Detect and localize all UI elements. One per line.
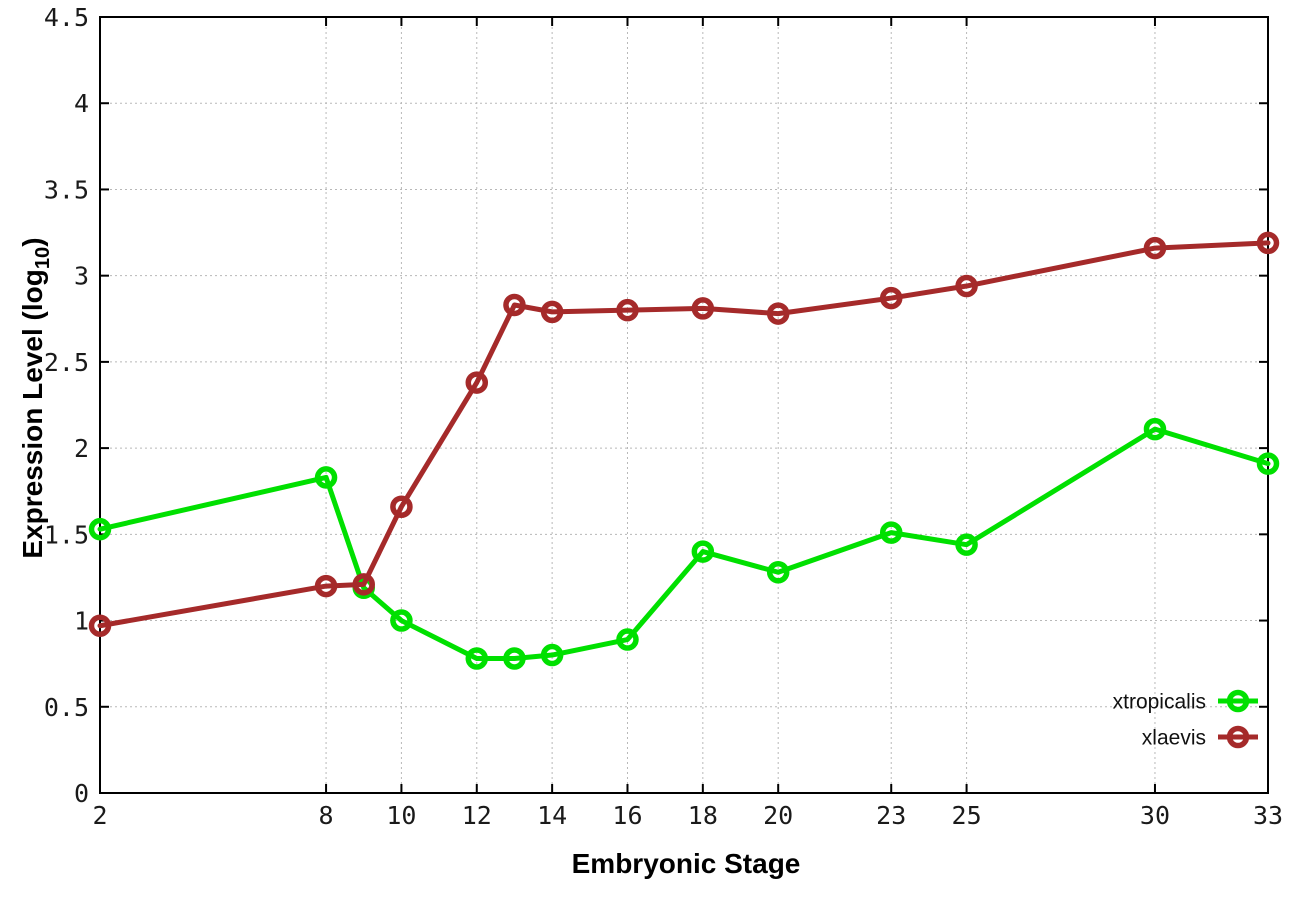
- series-marker-xlaevis: [766, 302, 790, 325]
- x-tick-label: 8: [319, 801, 334, 830]
- series-marker-xtropicalis: [88, 517, 112, 541]
- y-tick-label: 3.5: [44, 175, 89, 204]
- series-marker-xlaevis: [88, 614, 112, 637]
- series-marker-xtropicalis: [314, 466, 338, 489]
- series-line-xlaevis: [97, 240, 1271, 629]
- series-marker-xlaevis: [691, 297, 715, 320]
- y-axis-title-suffix: ): [17, 237, 49, 247]
- y-tick-label: 1: [74, 607, 89, 636]
- series-marker-xlaevis: [390, 495, 413, 518]
- y-tick-label: 3: [74, 262, 89, 291]
- x-tick-label: 25: [952, 801, 982, 830]
- series-marker-xtropicalis: [1256, 452, 1280, 475]
- x-tick-label: 30: [1140, 801, 1170, 830]
- series-marker-xlaevis: [465, 371, 489, 394]
- series-marker-xtropicalis: [1143, 417, 1167, 441]
- series-marker-xtropicalis: [955, 533, 978, 556]
- x-tick-label: 2: [92, 801, 107, 830]
- series-marker-xtropicalis: [390, 609, 413, 632]
- series-marker-xtropicalis: [616, 628, 639, 651]
- y-axis-title: Expression Level (log10): [17, 237, 55, 558]
- series-marker-xtropicalis: [766, 561, 790, 584]
- y-axis-title-prefix: Expression Level (log: [17, 269, 49, 559]
- series-marker-xlaevis: [955, 274, 978, 298]
- series-line-xtropicalis: [97, 426, 1271, 661]
- series-marker-xtropicalis: [503, 647, 526, 670]
- series-marker-xtropicalis: [465, 647, 489, 670]
- y-tick-label: 4.5: [44, 3, 89, 32]
- series-marker-xtropicalis: [540, 643, 564, 667]
- x-tick-label: 20: [763, 801, 793, 830]
- x-axis-title: Embryonic Stage: [572, 848, 801, 880]
- plot-border: [99, 16, 1269, 794]
- x-tick-label: 33: [1253, 801, 1283, 830]
- y-tick-label: 0.5: [44, 693, 89, 722]
- series-marker-xlaevis: [879, 286, 903, 310]
- legend-label-xtropicalis: xtropicalis: [1113, 691, 1206, 714]
- y-tick-label: 2.5: [44, 348, 89, 377]
- series-marker-xlaevis: [352, 573, 375, 596]
- y-tick-label: 4: [74, 89, 89, 118]
- x-tick-label: 10: [386, 801, 416, 830]
- y-tick-label: 1.5: [44, 520, 89, 549]
- series-marker-xlaevis: [1143, 236, 1167, 260]
- legend-marker-xlaevis: [1226, 725, 1250, 749]
- y-tick-label: 2: [74, 434, 89, 463]
- series-marker-xlaevis: [616, 298, 639, 322]
- y-tick-label: 0: [74, 779, 89, 808]
- x-tick-label: 12: [462, 801, 492, 830]
- y-axis-title-subscript: 10: [31, 246, 54, 270]
- legend-marker-xtropicalis: [1226, 689, 1250, 713]
- series-marker-xtropicalis: [879, 521, 903, 544]
- series-marker-xlaevis: [540, 300, 564, 324]
- x-tick-label: 23: [876, 801, 906, 830]
- series-marker-xtropicalis: [691, 540, 715, 563]
- x-axis-title-text: Embryonic Stage: [571, 848, 801, 879]
- x-tick-label: 18: [688, 801, 718, 830]
- series-marker-xlaevis: [1256, 231, 1280, 255]
- x-tick-label: 14: [537, 801, 567, 830]
- series-marker-xlaevis: [314, 574, 338, 598]
- legend-label-xlaevis: xlaevis: [1142, 727, 1206, 750]
- x-tick-label: 16: [612, 801, 642, 830]
- series-marker-xlaevis: [503, 293, 526, 317]
